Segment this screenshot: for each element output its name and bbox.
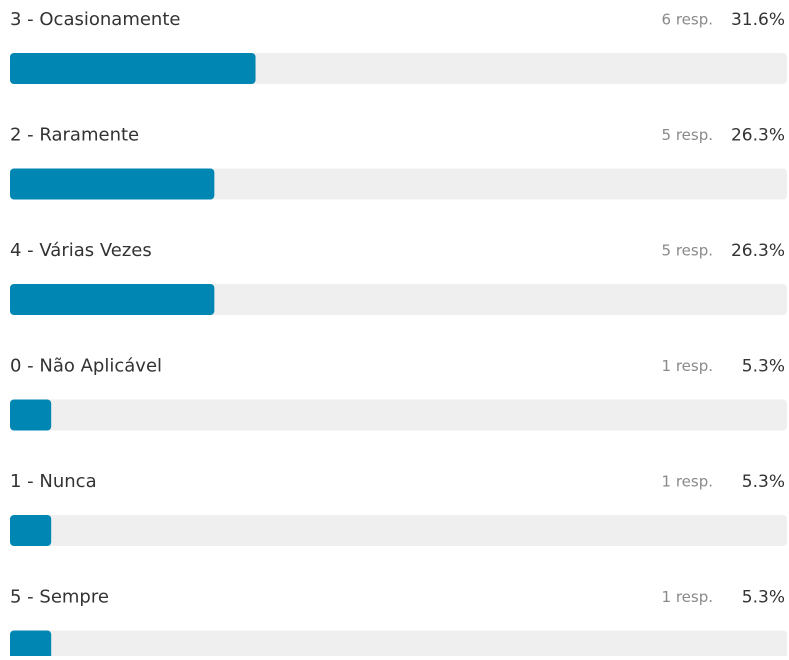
option-label: 3 - Ocasionamente — [10, 9, 180, 30]
response-count: 5 resp. — [662, 126, 713, 144]
bar-track — [10, 630, 787, 660]
bar — [10, 53, 256, 84]
option-label: 0 - Não Aplicável — [10, 356, 162, 377]
percent-label: 31.6% — [731, 10, 785, 30]
response-count: 1 resp. — [662, 473, 713, 491]
response-count: 5 resp. — [662, 242, 713, 260]
bar-track — [10, 515, 787, 546]
response-count: 1 resp. — [662, 588, 713, 606]
percent-label: 5.3% — [742, 357, 785, 377]
option-label: 1 - Nunca — [10, 471, 97, 492]
option-label: 5 - Sempre — [10, 587, 109, 608]
percent-label: 26.3% — [731, 241, 785, 261]
percent-label: 26.3% — [731, 126, 785, 146]
bar — [10, 284, 215, 315]
bar — [10, 168, 215, 200]
percent-label: 5.3% — [742, 472, 785, 492]
option-label: 2 - Raramente — [10, 125, 139, 146]
bar — [10, 399, 52, 431]
bar — [10, 630, 52, 660]
option-label: 4 - Várias Vezes — [10, 240, 152, 261]
response-count: 1 resp. — [662, 357, 713, 375]
percent-label: 5.3% — [742, 588, 785, 608]
bar — [10, 515, 52, 546]
response-count: 6 resp. — [662, 11, 713, 29]
bar-track — [10, 399, 787, 431]
